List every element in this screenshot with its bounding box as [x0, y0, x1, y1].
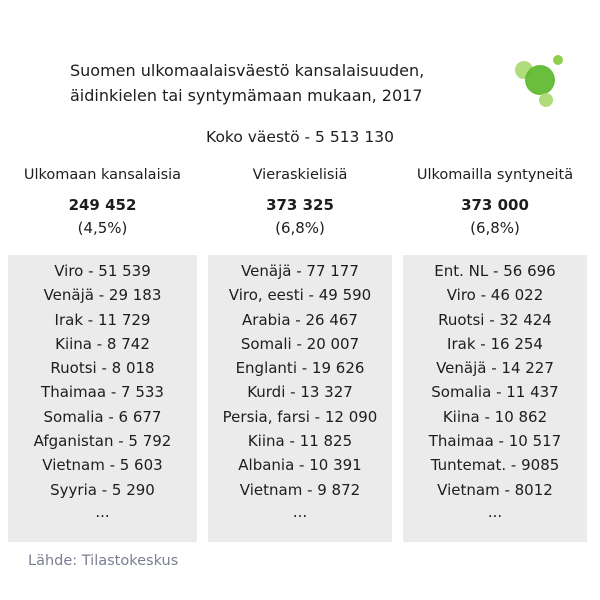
list-more-ellipsis: ... — [292, 502, 308, 521]
column-count-citizens: 249 452 — [68, 196, 137, 214]
list-item: Irak - 11 729 — [54, 310, 151, 329]
list-item: Venäjä - 14 227 — [436, 359, 554, 378]
list-item: Afganistan - 5 792 — [33, 432, 172, 451]
total-population: Koko väestö - 5 513 130 — [206, 128, 394, 146]
column-count-foreign-born: 373 000 — [461, 196, 529, 214]
list-item: Thaimaa - 7 533 — [41, 383, 164, 402]
column-count-foreign-language: 373 325 — [266, 196, 334, 214]
list-more-ellipsis: ... — [95, 502, 110, 521]
panel-foreign-born: Ent. NL - 56 696 Viro - 46 022 Ruotsi - … — [403, 255, 587, 542]
column-header-foreign-born: Ulkomailla syntyneitä — [416, 167, 574, 183]
list-item: Vietnam - 8012 — [437, 480, 553, 499]
source-note: Lähde: Tilastokeskus — [28, 553, 179, 569]
list-more-ellipsis: ... — [487, 502, 503, 521]
list-item: Thaimaa - 10 517 — [428, 432, 562, 451]
list-item: Somali - 20 007 — [240, 334, 360, 353]
list-item: Irak - 16 254 — [447, 334, 543, 353]
panel-foreign-language: Venäjä - 77 177 Viro, eesti - 49 590 Ara… — [208, 255, 392, 542]
list-item: Kiina - 8 742 — [55, 334, 150, 353]
column-header-citizens: Ulkomaan kansalaisia — [23, 167, 182, 183]
column-percent-foreign-language: (6,8%) — [275, 219, 325, 237]
list-item: Viro - 46 022 — [446, 286, 544, 305]
list-item: Somalia - 6 677 — [43, 407, 162, 426]
title-line-2: äidinkielen tai syntymämaan mukaan, 2017 — [70, 86, 423, 105]
green-circles-logo-icon — [515, 55, 563, 107]
panel-citizens: Viro - 51 539 Venäjä - 29 183 Irak - 11 … — [8, 255, 197, 542]
list-item: Vietnam - 9 872 — [239, 480, 361, 499]
list-item: Venäjä - 29 183 — [43, 286, 162, 305]
list-foreign-language: Venäjä - 77 177 Viro, eesti - 49 590 Ara… — [208, 255, 392, 502]
list-item: Venäjä - 77 177 — [241, 262, 359, 280]
list-item: Englanti - 19 626 — [235, 359, 365, 378]
column-percent-citizens: (4,5%) — [77, 219, 128, 237]
list-item: Ruotsi - 8 018 — [50, 359, 155, 378]
list-item: Arabia - 26 467 — [242, 310, 358, 329]
list-item: Viro - 51 539 — [54, 262, 151, 280]
column-header-foreign-language: Vieraskielisiä — [252, 167, 348, 183]
list-item: Somalia - 11 437 — [431, 383, 559, 402]
chart-title: Suomen ulkomaalaisväestö kansalaisuuden,… — [70, 58, 490, 108]
list-item: Kurdi - 13 327 — [247, 383, 353, 402]
list-item: Kiina - 11 825 — [247, 432, 353, 451]
list-item: Persia, farsi - 12 090 — [222, 407, 378, 426]
list-item: Ruotsi - 32 424 — [438, 310, 552, 329]
list-item: Tuntemat. - 9085 — [430, 456, 560, 475]
list-item: Albania - 10 391 — [238, 456, 362, 475]
column-percent-foreign-born: (6,8%) — [470, 219, 520, 237]
list-item: Viro, eesti - 49 590 — [228, 286, 372, 305]
list-item: Ent. NL - 56 696 — [434, 262, 556, 280]
list-item: Kiina - 10 862 — [442, 407, 548, 426]
list-item: Vietnam - 5 603 — [42, 456, 163, 475]
list-item: Syyria - 5 290 — [50, 480, 155, 499]
list-foreign-born: Ent. NL - 56 696 Viro - 46 022 Ruotsi - … — [403, 255, 587, 502]
title-line-1: Suomen ulkomaalaisväestö kansalaisuuden, — [70, 61, 425, 80]
list-citizens: Viro - 51 539 Venäjä - 29 183 Irak - 11 … — [8, 255, 197, 502]
